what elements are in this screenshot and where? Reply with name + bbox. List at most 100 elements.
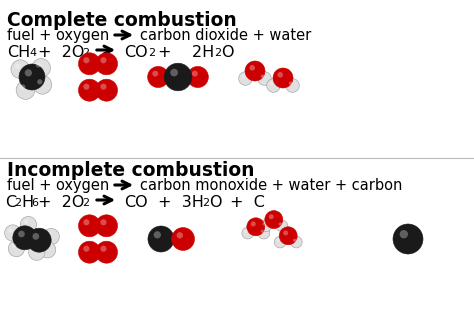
Text: fuel + oxygen: fuel + oxygen — [7, 28, 109, 43]
Circle shape — [260, 220, 272, 232]
Text: Complete combustion: Complete combustion — [7, 11, 237, 30]
Circle shape — [27, 228, 51, 252]
Circle shape — [270, 81, 273, 85]
Circle shape — [20, 84, 26, 90]
Circle shape — [393, 224, 423, 254]
Circle shape — [277, 239, 280, 242]
Circle shape — [269, 214, 274, 219]
Text: +  C: + C — [230, 195, 265, 210]
Circle shape — [46, 232, 51, 236]
Circle shape — [242, 74, 246, 78]
Circle shape — [187, 66, 209, 88]
Circle shape — [8, 228, 13, 233]
Text: CO: CO — [124, 195, 147, 210]
Text: +  2O: + 2O — [38, 195, 84, 210]
Circle shape — [274, 236, 286, 248]
Text: 2: 2 — [214, 48, 221, 58]
Circle shape — [261, 74, 264, 78]
Circle shape — [279, 227, 297, 245]
Circle shape — [172, 227, 194, 250]
Circle shape — [16, 81, 35, 99]
Circle shape — [28, 244, 45, 260]
Circle shape — [152, 71, 158, 77]
Circle shape — [83, 84, 90, 90]
Circle shape — [33, 75, 52, 94]
Circle shape — [100, 219, 107, 225]
Circle shape — [177, 232, 183, 239]
Circle shape — [83, 219, 90, 225]
Circle shape — [39, 242, 56, 258]
Circle shape — [277, 72, 283, 78]
Circle shape — [79, 215, 100, 237]
Circle shape — [96, 53, 118, 75]
Circle shape — [83, 57, 90, 63]
Circle shape — [8, 240, 25, 257]
Circle shape — [273, 68, 293, 88]
Text: 4: 4 — [29, 48, 36, 58]
Circle shape — [279, 222, 282, 226]
Circle shape — [289, 81, 292, 85]
Circle shape — [24, 220, 28, 224]
Circle shape — [286, 79, 299, 92]
Circle shape — [263, 222, 266, 226]
Text: 2: 2 — [82, 48, 89, 58]
Circle shape — [239, 72, 252, 85]
Circle shape — [164, 63, 192, 91]
Circle shape — [261, 230, 264, 233]
Circle shape — [43, 245, 47, 249]
Circle shape — [293, 239, 296, 242]
Circle shape — [32, 58, 50, 77]
Text: Incomplete combustion: Incomplete combustion — [7, 161, 255, 180]
Text: fuel + oxygen: fuel + oxygen — [7, 178, 109, 193]
Circle shape — [267, 79, 280, 92]
Text: +    2H: + 2H — [158, 45, 214, 60]
Text: carbon dioxide + water: carbon dioxide + water — [140, 28, 311, 43]
Text: O: O — [209, 195, 221, 210]
Circle shape — [100, 246, 107, 252]
Circle shape — [249, 65, 255, 71]
Text: C: C — [5, 195, 16, 210]
Circle shape — [96, 79, 118, 101]
Text: CO: CO — [124, 45, 147, 60]
Circle shape — [192, 71, 198, 77]
Circle shape — [245, 230, 248, 233]
Text: 2: 2 — [202, 198, 209, 208]
Circle shape — [148, 226, 174, 252]
Circle shape — [170, 69, 178, 76]
Circle shape — [79, 53, 100, 75]
Circle shape — [79, 241, 100, 263]
Circle shape — [265, 210, 283, 229]
Circle shape — [79, 79, 100, 101]
Circle shape — [100, 57, 107, 63]
Circle shape — [32, 247, 37, 252]
Circle shape — [13, 226, 37, 250]
Text: 2: 2 — [14, 198, 21, 208]
Text: CH: CH — [7, 45, 30, 60]
Text: +  2O: + 2O — [38, 45, 84, 60]
Circle shape — [242, 227, 254, 239]
Circle shape — [36, 62, 41, 67]
Circle shape — [251, 221, 256, 226]
Circle shape — [283, 230, 288, 235]
Circle shape — [33, 233, 39, 240]
Text: 2: 2 — [148, 48, 155, 58]
Circle shape — [147, 66, 169, 88]
Circle shape — [37, 79, 42, 84]
Circle shape — [154, 231, 161, 238]
Circle shape — [18, 231, 25, 237]
Circle shape — [19, 64, 45, 90]
Circle shape — [276, 220, 288, 232]
Circle shape — [20, 216, 36, 233]
Circle shape — [96, 215, 118, 237]
Circle shape — [96, 241, 118, 263]
Circle shape — [291, 236, 302, 248]
Text: O: O — [221, 45, 234, 60]
Circle shape — [245, 61, 265, 81]
Circle shape — [5, 225, 21, 241]
Circle shape — [25, 69, 32, 76]
Circle shape — [83, 246, 90, 252]
Circle shape — [247, 218, 265, 236]
Circle shape — [15, 64, 20, 69]
Text: carbon monoxide + water + carbon: carbon monoxide + water + carbon — [140, 178, 402, 193]
Text: 2: 2 — [82, 198, 89, 208]
